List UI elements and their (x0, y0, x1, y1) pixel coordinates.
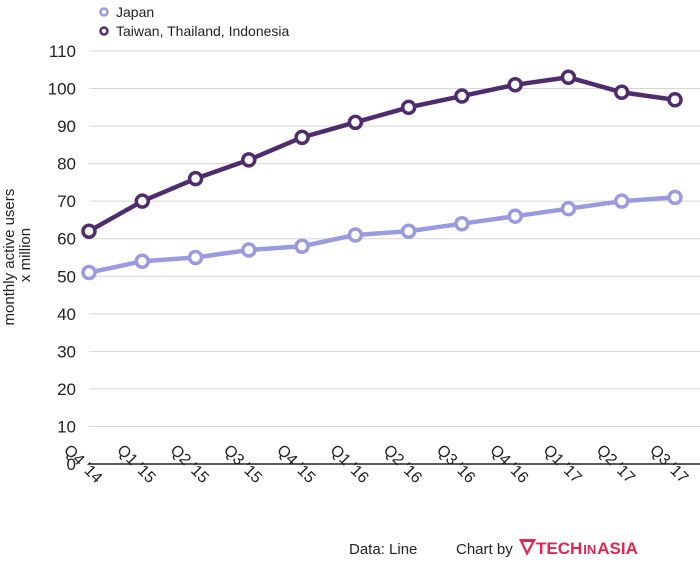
y-tick-label: 80 (57, 155, 76, 174)
data-point[interactable] (347, 227, 364, 243)
data-point[interactable] (241, 242, 257, 258)
footer: Data: Line Chart by TECHINASIA (349, 539, 638, 558)
data-point[interactable] (294, 129, 310, 146)
legend-marker-japan (99, 7, 109, 17)
legend-item-taiwan-thailand-indonesia[interactable]: Taiwan, Thailand, Indonesia (99, 23, 290, 39)
data-point[interactable] (560, 69, 577, 86)
y-axis-label-line-1: monthly active users (1, 189, 18, 326)
data-point[interactable] (507, 208, 523, 224)
data-point[interactable] (134, 193, 151, 209)
data-point[interactable] (294, 238, 310, 254)
data-point[interactable] (400, 223, 417, 239)
y-tick-label: 30 (57, 342, 76, 361)
chart-credit: Chart by (456, 541, 513, 558)
y-tick-label: 100 (48, 80, 76, 99)
data-source: Data: Line (349, 541, 417, 558)
y-tick-label: 10 (57, 417, 76, 436)
data-point[interactable] (81, 223, 97, 239)
y-tick-label: 40 (57, 305, 76, 324)
data-point[interactable] (347, 114, 364, 131)
data-point[interactable] (667, 189, 683, 206)
techinasia-logo[interactable]: TECHINASIA (519, 539, 638, 558)
logo-mark-icon (519, 539, 536, 556)
legend[interactable]: Japan Taiwan, Thailand, Indonesia (99, 4, 290, 39)
y-tick-label: 50 (57, 267, 76, 286)
data-point[interactable] (454, 215, 470, 232)
y-tick-label: 110 (49, 42, 76, 61)
logo-text-tech: TECHINASIA (536, 539, 638, 558)
series-line-1 (86, 75, 678, 234)
y-tick-label: 0 (67, 455, 76, 474)
data-point[interactable] (613, 193, 630, 209)
y-axis-ticks: 0 10 20 30 40 50 60 70 80 90 100 110 (48, 42, 76, 474)
legend-label-japan: Japan (116, 4, 154, 20)
y-tick-label: 70 (57, 192, 76, 211)
data-point[interactable] (81, 264, 97, 281)
y-tick-label: 60 (57, 230, 76, 249)
y-axis-label: monthly active users x million (1, 185, 34, 326)
data-point[interactable] (241, 152, 257, 168)
legend-marker-taiwan-thailand-indonesia (99, 26, 109, 36)
data-point[interactable] (507, 77, 523, 93)
data-point[interactable] (400, 99, 417, 116)
y-tick-label: 20 (57, 380, 76, 399)
y-axis-label-line-2: x million (17, 228, 34, 282)
legend-item-japan[interactable]: Japan (99, 4, 155, 20)
data-point[interactable] (134, 253, 151, 270)
data-point[interactable] (613, 84, 630, 101)
data-point[interactable] (560, 200, 577, 217)
series-line-0 (86, 195, 678, 275)
data-point[interactable] (454, 88, 470, 104)
data-point[interactable] (667, 92, 683, 108)
series-group (81, 69, 683, 281)
data-point[interactable] (187, 170, 204, 187)
y-tick-label: 90 (57, 117, 76, 136)
data-point[interactable] (187, 249, 204, 266)
gridlines (89, 50, 700, 427)
legend-label-taiwan-thailand-indonesia: Taiwan, Thailand, Indonesia (116, 23, 290, 39)
